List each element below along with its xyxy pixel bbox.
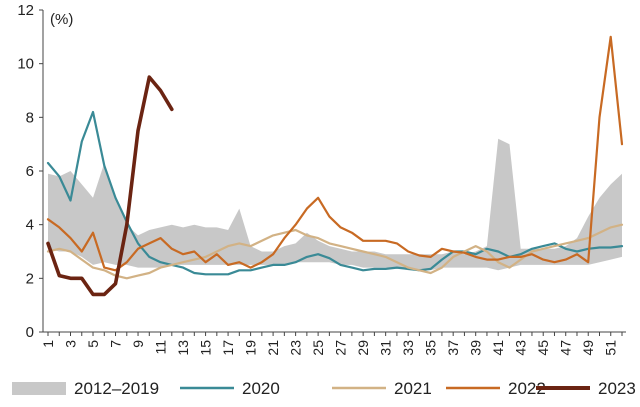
series-layer — [46, 35, 624, 297]
legend-label-2022: 2022 — [508, 379, 546, 398]
y-tick-labels: 0 2 4 6 8 10 12 — [17, 2, 43, 341]
series-line-2022 — [46, 35, 624, 272]
series-line-2020 — [46, 110, 624, 276]
legend: 2012–2019 2020 2021 2022 2023 — [12, 379, 636, 398]
band-layer — [48, 138, 622, 271]
x-tick-label: 43 — [513, 340, 529, 356]
x-tick-label: 17 — [220, 340, 236, 356]
x-tick-label: 41 — [490, 340, 506, 356]
x-tick-label: 35 — [423, 340, 439, 356]
x-tick-label: 7 — [108, 340, 124, 348]
legend-label-2023: 2023 — [598, 379, 636, 398]
series-line-2023 — [46, 75, 174, 297]
y-tick-label: 12 — [17, 2, 34, 19]
axes-layer: (%) — [42, 10, 626, 333]
y-tick-label: 8 — [26, 109, 34, 126]
x-tick-label: 47 — [558, 340, 574, 356]
x-tick-label: 27 — [333, 340, 349, 356]
band-2012-2019 — [48, 138, 622, 271]
x-tick-label: 11 — [153, 340, 169, 355]
x-tick-label: 39 — [468, 340, 484, 356]
legend-label-band: 2012–2019 — [74, 379, 159, 398]
x-tick-label: 5 — [85, 340, 101, 348]
x-tick-label: 31 — [378, 340, 394, 356]
x-tick-label: 37 — [445, 340, 461, 356]
x-tick-label: 21 — [265, 340, 281, 356]
x-tick-label: 1 — [40, 340, 56, 348]
x-tick-label: 45 — [535, 340, 551, 356]
x-tick-label: 33 — [400, 340, 416, 356]
y-tick-label: 6 — [26, 163, 34, 180]
y-tick-label: 4 — [26, 217, 34, 234]
x-tick-labels: 1 3 5 7 9 11 13 15 17 19 21 23 25 27 29 31 33 35 37 39 41 43 4… — [40, 332, 623, 356]
x-tick-label: 25 — [310, 340, 326, 356]
x-tick-label: 23 — [288, 340, 304, 356]
x-tick-label: 9 — [130, 340, 146, 348]
x-tick-label: 29 — [355, 340, 371, 356]
x-tick-label: 51 — [603, 340, 619, 356]
legend-swatch-band — [12, 382, 66, 395]
y-tick-label: 10 — [17, 56, 34, 73]
legend-label-2021: 2021 — [394, 379, 432, 398]
unit-label: (%) — [50, 11, 73, 28]
x-tick-label: 3 — [63, 340, 79, 348]
x-tick-label: 19 — [243, 340, 259, 356]
legend-label-2020: 2020 — [242, 379, 280, 398]
y-tick-label: 0 — [26, 324, 34, 341]
x-tick-label: 13 — [175, 340, 191, 356]
x-tick-label: 15 — [198, 340, 214, 356]
x-tick-label: 49 — [580, 340, 596, 356]
y-tick-label: 2 — [26, 270, 34, 287]
